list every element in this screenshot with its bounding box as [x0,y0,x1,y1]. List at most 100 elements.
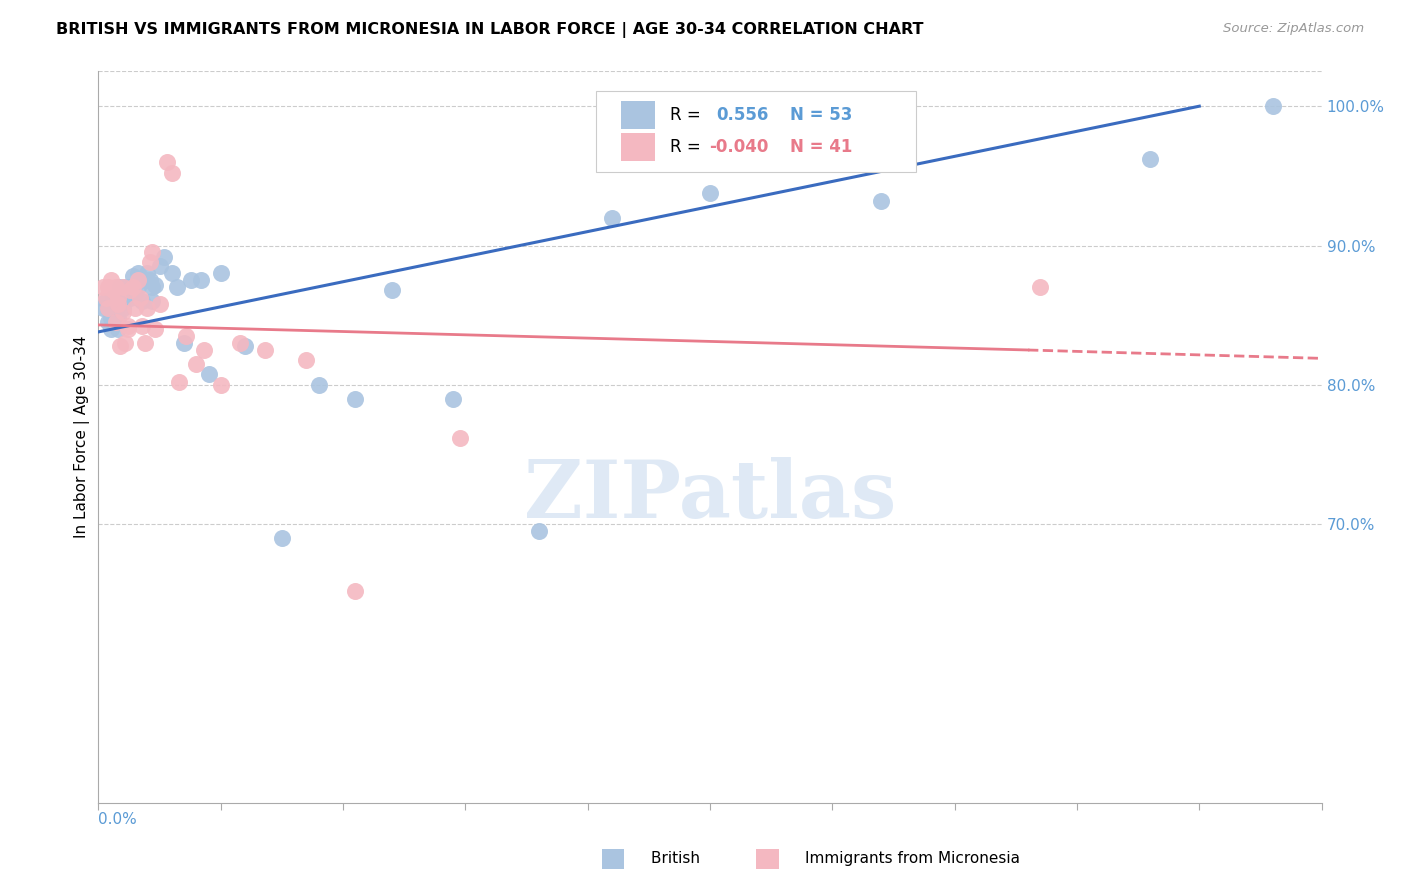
Point [91,280,114,294]
Point [527,524,550,538]
Point [104,315,127,329]
Point [193,343,215,357]
Point [176,329,198,343]
Point [131,319,153,334]
Point [270,531,294,545]
Point [107,310,129,325]
Point [114,280,136,294]
Point [197,367,219,381]
Point [139,255,162,269]
FancyBboxPatch shape [620,133,655,161]
Point [114,336,136,351]
FancyBboxPatch shape [596,91,915,172]
Point [97,301,120,316]
Point [121,269,143,284]
Point [186,357,208,371]
Text: Source: ZipAtlas.com: Source: ZipAtlas.com [1223,22,1364,36]
Point [94,294,117,309]
Point [101,292,124,306]
Point [229,336,252,351]
Point [1261,99,1284,113]
Point [100,273,122,287]
Point [107,297,129,311]
Point [107,294,129,309]
FancyBboxPatch shape [620,102,655,129]
Point [120,283,142,297]
Point [104,294,127,309]
Text: 0.0%: 0.0% [98,812,138,827]
Point [141,245,163,260]
Point [180,273,202,287]
Point [136,301,159,316]
Text: N = 53: N = 53 [790,106,852,124]
Point [139,273,162,287]
Point [450,431,472,445]
Point [441,392,464,406]
Point [110,297,132,311]
Point [111,280,134,294]
Point [110,280,132,294]
Point [117,319,139,334]
Point [143,322,166,336]
Text: -0.040: -0.040 [709,137,768,156]
Text: BRITISH VS IMMIGRANTS FROM MICRONESIA IN LABOR FORCE | AGE 30-34 CORRELATION CHA: BRITISH VS IMMIGRANTS FROM MICRONESIA IN… [56,22,924,38]
Point [190,273,212,287]
Point [209,266,232,280]
Point [233,339,256,353]
Point [124,287,146,301]
Point [295,352,318,367]
Point [127,266,149,280]
Text: 0.556: 0.556 [716,106,769,124]
Point [107,322,129,336]
Point [100,310,122,325]
Point [127,273,149,287]
Point [104,301,127,316]
Point [129,292,152,306]
Point [131,294,153,309]
Point [110,339,132,353]
Point [111,292,134,306]
Point [1029,280,1052,294]
Point [141,280,163,294]
Point [167,375,190,389]
Point [209,377,232,392]
Point [101,283,124,297]
Point [141,294,163,309]
Point [173,336,195,351]
Point [134,336,156,351]
Point [117,322,139,336]
Point [100,301,122,316]
Point [134,273,156,287]
Point [344,584,367,599]
Point [143,277,166,292]
Point [870,194,893,208]
Point [381,283,404,297]
Point [100,322,122,336]
Point [104,280,127,294]
Text: Immigrants from Micronesia: Immigrants from Micronesia [766,851,1021,865]
Point [97,301,120,316]
Point [124,301,146,316]
Point [94,292,117,306]
Point [149,297,172,311]
Text: British: British [612,851,738,865]
Point [253,343,276,357]
Text: ZIPatlas: ZIPatlas [524,457,896,534]
Point [166,280,188,294]
Text: R =: R = [669,106,706,124]
Point [344,392,367,406]
Point [111,305,134,319]
Point [111,301,134,316]
Text: N = 41: N = 41 [790,137,852,156]
Point [136,266,159,280]
Point [699,186,721,200]
Point [121,280,143,294]
Point [127,280,149,294]
Text: R =: R = [669,137,706,156]
Point [308,377,330,392]
Point [156,155,179,169]
Point [1139,152,1161,166]
Point [160,266,183,280]
Point [160,166,183,180]
Point [120,280,142,294]
